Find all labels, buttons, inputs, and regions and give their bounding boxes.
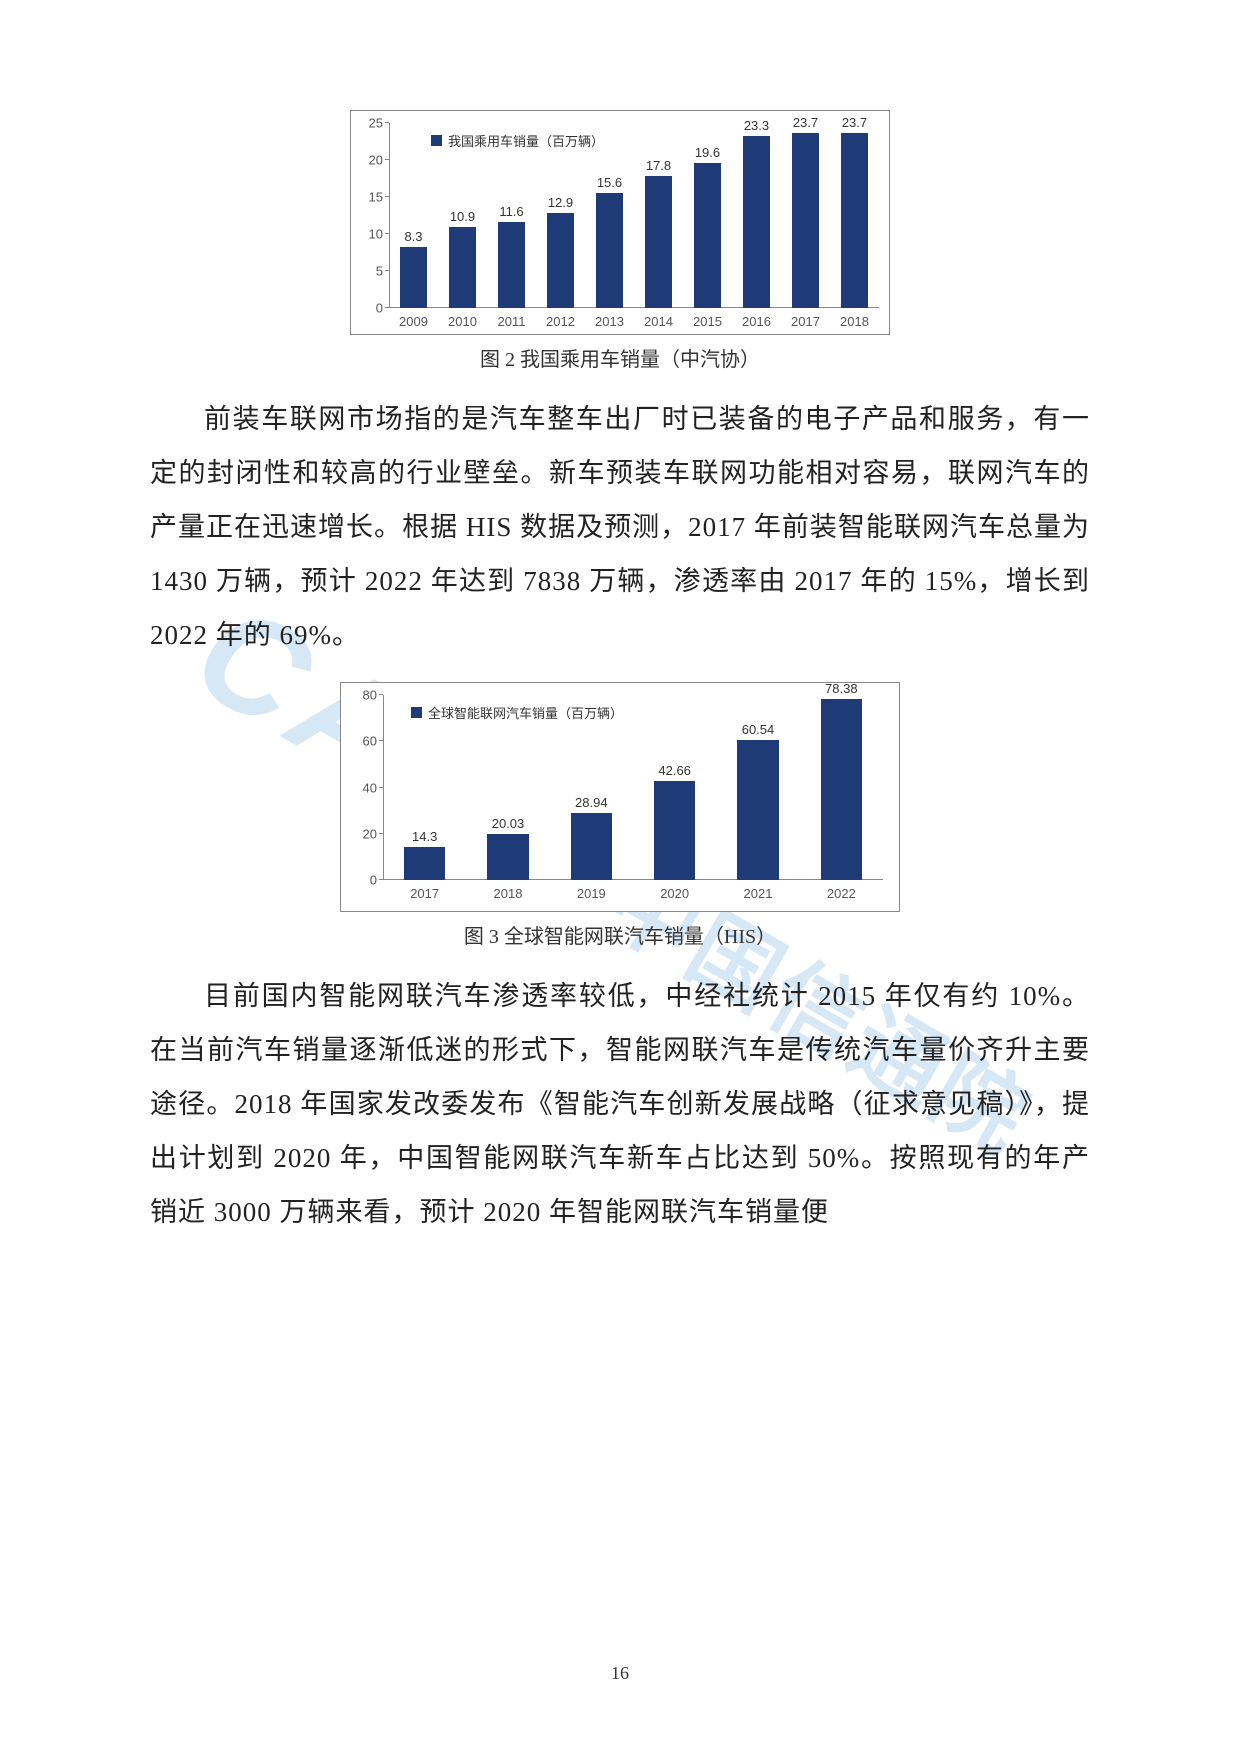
chart-2-xtick-label: 2018	[494, 886, 523, 901]
chart-1-ytick-label: 0	[376, 301, 383, 316]
chart-1-xtick-label: 2015	[693, 314, 722, 329]
chart-1-bar: 10.9	[449, 227, 476, 308]
chart-1-bar-value: 11.6	[499, 204, 523, 219]
chart-1-bar: 19.6	[694, 163, 721, 308]
chart-1-plot: 05101520258.3200910.9201011.6201112.9201…	[389, 123, 879, 308]
chart-2-bar-value: 42.66	[658, 763, 691, 778]
chart-2-ytick-label: 60	[363, 734, 377, 749]
chart-2-legend-swatch	[411, 707, 422, 718]
chart-1-xtick-label: 2012	[546, 314, 575, 329]
chart-1-caption: 图 2 我国乘用车销量（中汽协）	[480, 343, 760, 372]
chart-1-ytick-label: 25	[369, 116, 383, 131]
chart-2-bar: 14.3	[404, 847, 446, 880]
chart-1-legend: 我国乘用车销量（百万辆）	[431, 131, 604, 150]
paragraph-2: 目前国内智能网联汽车渗透率较低，中经社统计 2015 年仅有约 10%。在当前汽…	[150, 969, 1090, 1239]
chart-1-bar-value: 8.3	[404, 229, 422, 244]
chart-1-ytick	[385, 307, 389, 308]
chart-2-ytick-label: 80	[363, 688, 377, 703]
chart-1-bar-value: 10.9	[450, 209, 475, 224]
chart-2-ytick	[379, 833, 383, 834]
chart-1-bar: 23.7	[841, 133, 868, 308]
chart-2-ytick	[379, 879, 383, 880]
chart-2-legend: 全球智能联网汽车销量（百万辆）	[411, 703, 623, 722]
chart-2-xtick-label: 2022	[827, 886, 856, 901]
chart-1-bar: 8.3	[400, 247, 427, 308]
chart-1-bar: 15.6	[596, 193, 623, 308]
chart-2-plot: 02040608014.3201720.03201828.94201942.66…	[383, 695, 883, 880]
chart-1-ytick	[385, 122, 389, 123]
chart-1-ytick-label: 10	[369, 227, 383, 242]
chart-1-y-axis	[389, 123, 390, 308]
chart-2-xtick-label: 2019	[577, 886, 606, 901]
chart-1-xtick-label: 2018	[840, 314, 869, 329]
chart-1-bar: 23.3	[743, 136, 770, 308]
chart-1-ytick-label: 5	[376, 264, 383, 279]
chart-1-bar-value: 12.9	[548, 195, 573, 210]
chart-2-ytick	[379, 740, 383, 741]
chart-2-box: 0 20 40 60 80 14.3 2017 20.03 2018 28.94 2019 42.66…	[340, 682, 900, 912]
chart-1-container: 0 5 10 15 20 25 8.3 2009 10.9 2010 11.6 2011 12.9 201…	[150, 110, 1090, 372]
chart-1-bar-value: 23.7	[842, 115, 867, 130]
chart-1-bar-value: 23.7	[793, 115, 818, 130]
chart-2-ytick-label: 40	[363, 780, 377, 795]
chart-1-bar: 11.6	[498, 222, 525, 308]
chart-1-bar-value: 19.6	[695, 145, 720, 160]
chart-2-xtick-label: 2020	[660, 886, 689, 901]
chart-1-xtick-label: 2009	[399, 314, 428, 329]
chart-1-xtick-label: 2013	[595, 314, 624, 329]
chart-1-ytick-label: 20	[369, 153, 383, 168]
chart-2-bar-value: 60.54	[742, 722, 775, 737]
chart-1-ytick	[385, 233, 389, 234]
chart-1-xtick-label: 2010	[448, 314, 477, 329]
chart-2-container: 0 20 40 60 80 14.3 2017 20.03 2018 28.94 2019 42.66…	[150, 682, 1090, 949]
chart-1-bar: 23.7	[792, 133, 819, 308]
chart-2-bar-value: 14.3	[412, 829, 437, 844]
chart-1-bar: 17.8	[645, 176, 672, 308]
chart-2-bar-value: 28.94	[575, 795, 608, 810]
chart-1-ytick	[385, 270, 389, 271]
chart-2-bar: 78.38	[821, 699, 863, 880]
chart-2-ytick-label: 0	[370, 873, 377, 888]
page-number: 16	[0, 1663, 1240, 1684]
chart-2-xtick-label: 2017	[410, 886, 439, 901]
chart-1-legend-swatch	[431, 135, 442, 146]
chart-2-bar: 20.03	[487, 834, 529, 880]
chart-2-y-axis	[383, 695, 384, 880]
chart-2-bar: 28.94	[571, 813, 613, 880]
chart-1-ytick-label: 15	[369, 190, 383, 205]
chart-1-xtick-label: 2016	[742, 314, 771, 329]
chart-1-bar-value: 15.6	[597, 175, 622, 190]
chart-2-legend-label: 全球智能联网汽车销量（百万辆）	[428, 703, 623, 722]
chart-2-ytick-label: 20	[363, 826, 377, 841]
chart-2-bar-value: 20.03	[492, 816, 525, 831]
chart-1-xtick-label: 2017	[791, 314, 820, 329]
chart-2-xtick-label: 2021	[744, 886, 773, 901]
chart-1-bar-value: 17.8	[646, 158, 671, 173]
chart-1-box: 0 5 10 15 20 25 8.3 2009 10.9 2010 11.6 2011 12.9 201…	[350, 110, 890, 335]
chart-1-bar: 12.9	[547, 213, 574, 308]
chart-2-x-axis	[383, 879, 883, 880]
chart-1-xtick-label: 2011	[498, 314, 526, 329]
chart-2-ytick	[379, 787, 383, 788]
chart-2-bar: 42.66	[654, 781, 696, 880]
chart-2-bar-value: 78.38	[825, 681, 858, 696]
chart-2-caption: 图 3 全球智能网联汽车销量（HIS）	[464, 920, 776, 949]
chart-1-ytick	[385, 159, 389, 160]
chart-1-ytick	[385, 196, 389, 197]
chart-2-bar: 60.54	[737, 740, 779, 880]
chart-1-legend-label: 我国乘用车销量（百万辆）	[448, 131, 604, 150]
chart-1-xtick-label: 2014	[644, 314, 673, 329]
chart-2-ytick	[379, 694, 383, 695]
paragraph-1: 前装车联网市场指的是汽车整车出厂时已装备的电子产品和服务，有一定的封闭性和较高的…	[150, 392, 1090, 662]
chart-1-bar-value: 23.3	[744, 118, 769, 133]
